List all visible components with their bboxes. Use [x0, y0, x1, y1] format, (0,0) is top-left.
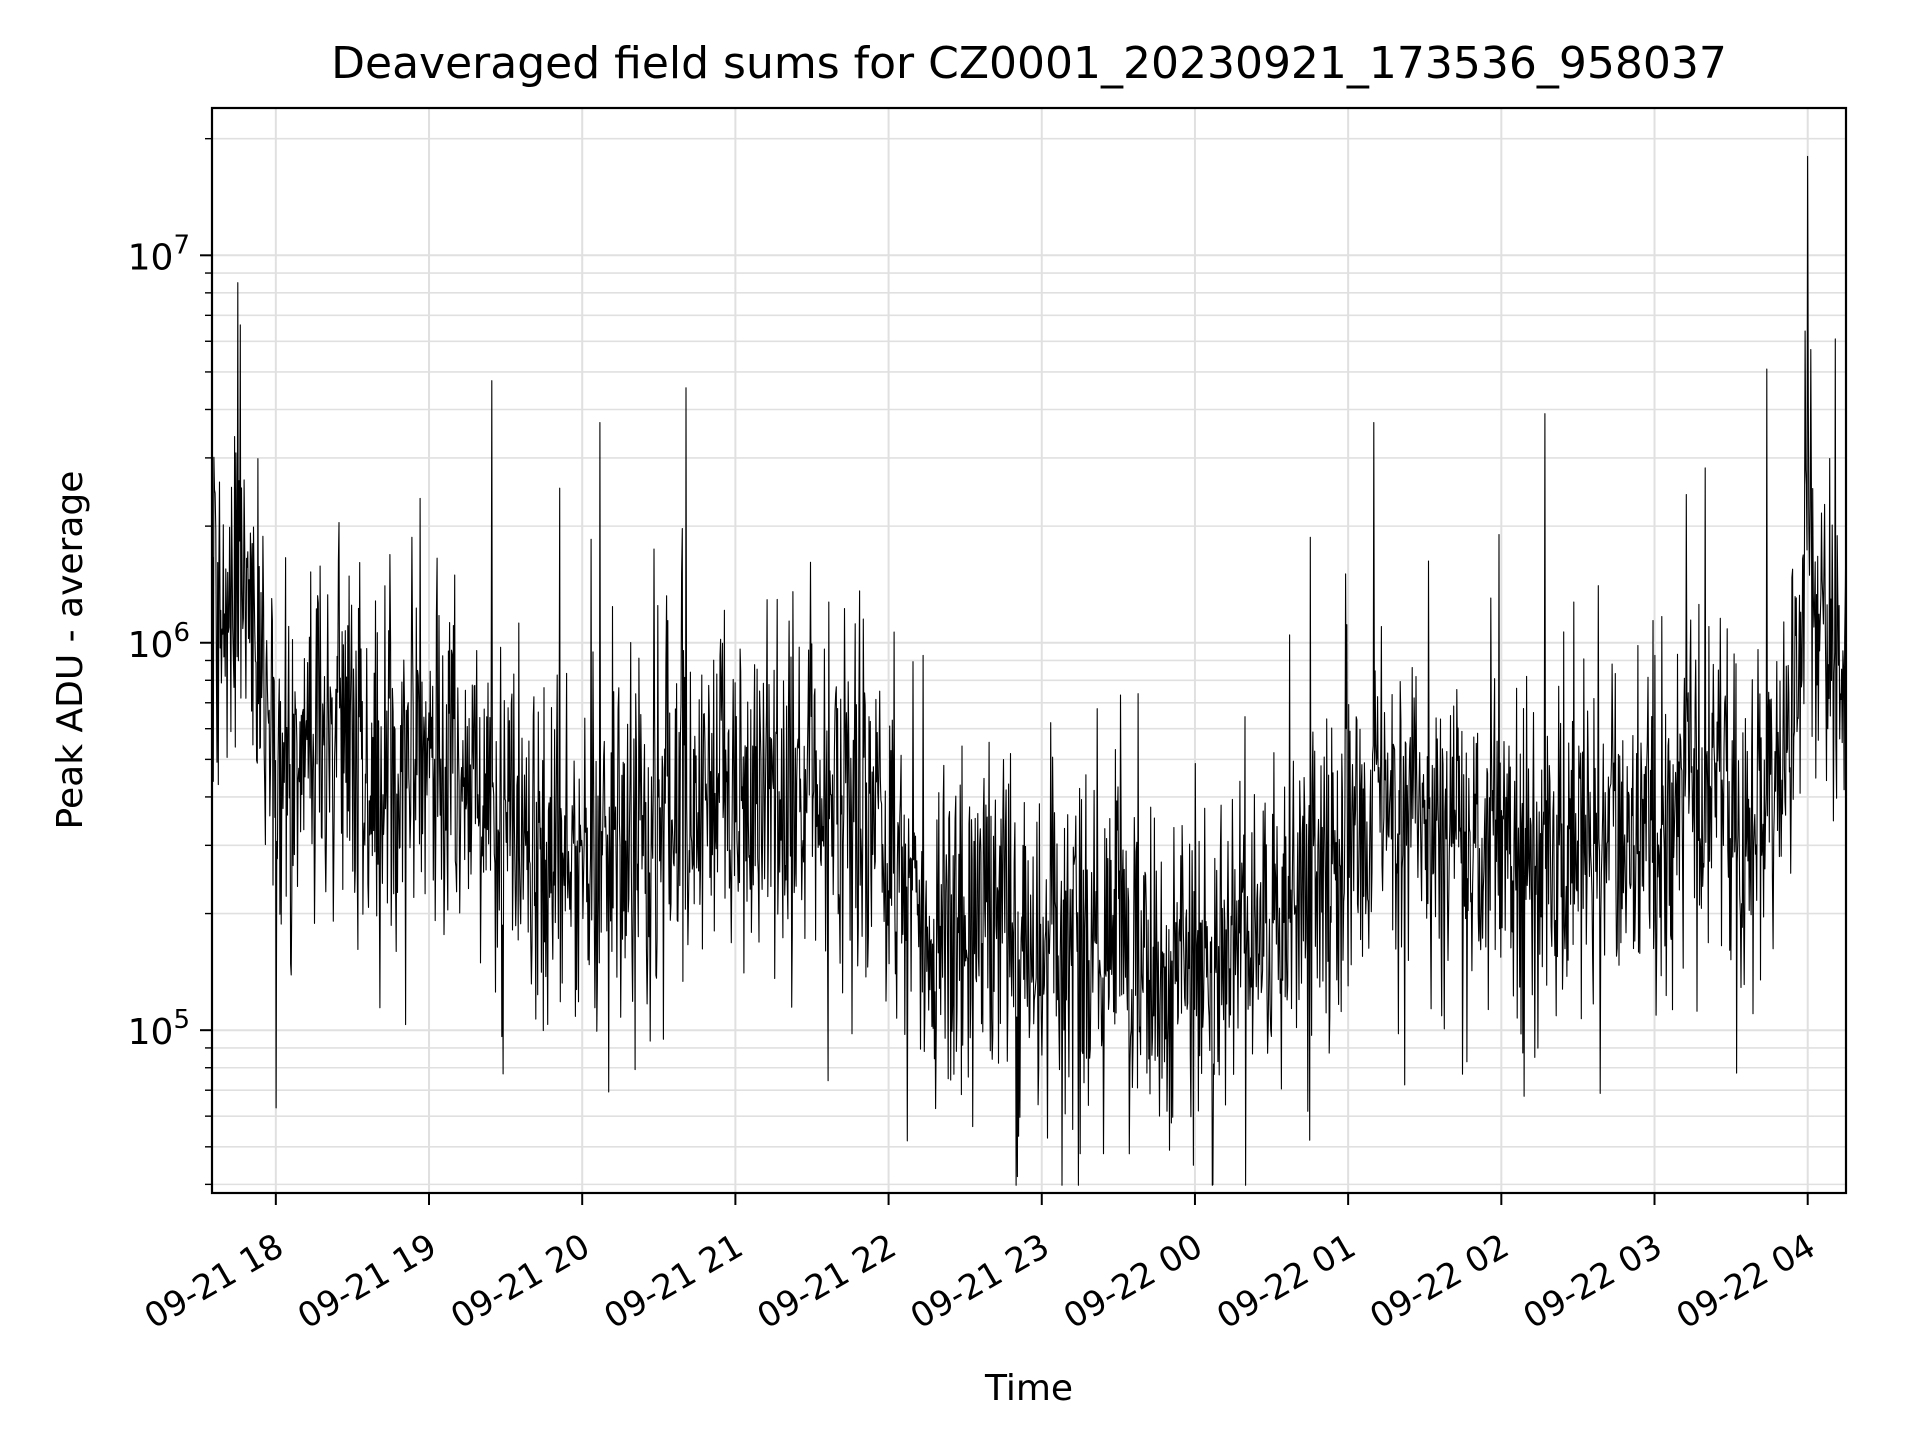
y-tick-label: 107	[128, 230, 190, 278]
y-tick-label: 105	[128, 1005, 190, 1053]
chart-title: Deaveraged field sums for CZ0001_2023092…	[331, 38, 1727, 89]
x-axis-label: Time	[984, 1368, 1073, 1409]
y-axis: 105 106 107	[128, 137, 212, 1186]
plot-frame	[210, 106, 1848, 1195]
plot-area	[211, 155, 1847, 1186]
series-line	[211, 155, 1847, 1186]
y-axis-label: Peak ADU - average	[50, 471, 91, 830]
y-tick-label: 106	[128, 618, 190, 666]
